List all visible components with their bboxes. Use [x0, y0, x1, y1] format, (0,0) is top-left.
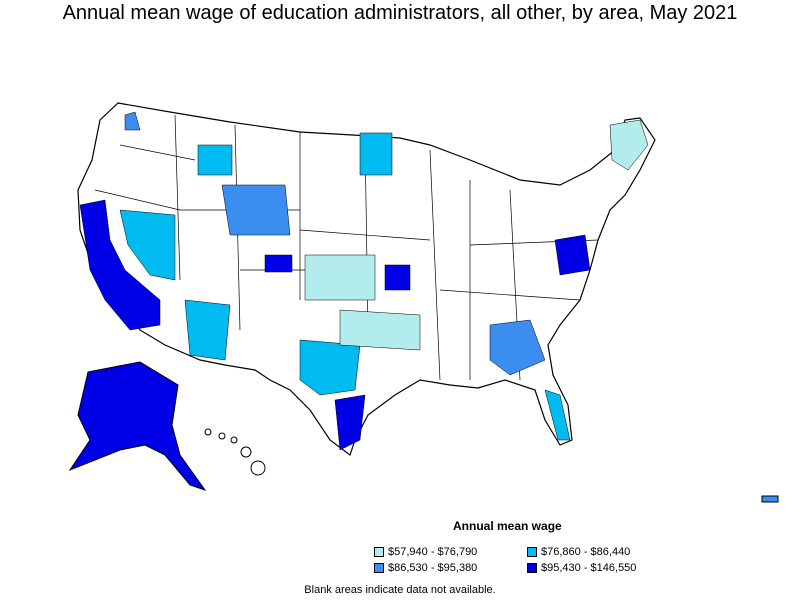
colorado-region: [264, 254, 293, 273]
oklahoma-region: [339, 309, 421, 351]
florida-region: [544, 389, 571, 441]
southeast-region: [489, 319, 546, 376]
kansas-region: [304, 254, 376, 301]
legend-label-2: $76,860 - $86,440: [541, 546, 631, 558]
legend-title: Annual mean wage: [453, 519, 562, 533]
legend-swatch-3: [374, 563, 384, 573]
legend-item-4: $95,430 - $146,550: [527, 562, 636, 574]
northeast-region: [609, 119, 649, 171]
state-borders: [94, 114, 599, 381]
legend-swatch-2: [527, 547, 537, 557]
missouri-region: [384, 264, 411, 291]
wage-regions: [79, 111, 649, 451]
legend-label-3: $86,530 - $95,380: [388, 562, 478, 574]
virginia-region: [554, 234, 591, 276]
map-title: Annual mean wage of education administra…: [62, 2, 738, 24]
dakota-region: [359, 132, 393, 176]
legend-swatch-4: [527, 563, 537, 573]
hawaii-islands: [204, 428, 266, 476]
legend-label-1: $57,940 - $76,790: [388, 546, 478, 558]
montana-region: [197, 144, 233, 176]
legend-item-1: $57,940 - $76,790: [374, 546, 477, 558]
legend-label-4: $95,430 - $146,550: [541, 562, 637, 574]
california-coastal-region: [79, 199, 161, 331]
arizona-region: [184, 299, 231, 361]
legend-item-2: $76,860 - $86,440: [527, 546, 630, 558]
washington-region: [124, 111, 141, 131]
legend-item-3: $86,530 - $95,380: [374, 562, 477, 574]
alaska-outline: [68, 361, 207, 491]
nevada-region: [119, 209, 176, 281]
blank-areas-note: Blank areas indicate data not available.: [304, 584, 496, 596]
legend-swatch-1: [374, 547, 384, 557]
texas-region: [299, 339, 361, 396]
puerto-rico: [761, 495, 779, 503]
texas-coast-region: [334, 394, 366, 451]
wyoming-region: [221, 184, 291, 236]
